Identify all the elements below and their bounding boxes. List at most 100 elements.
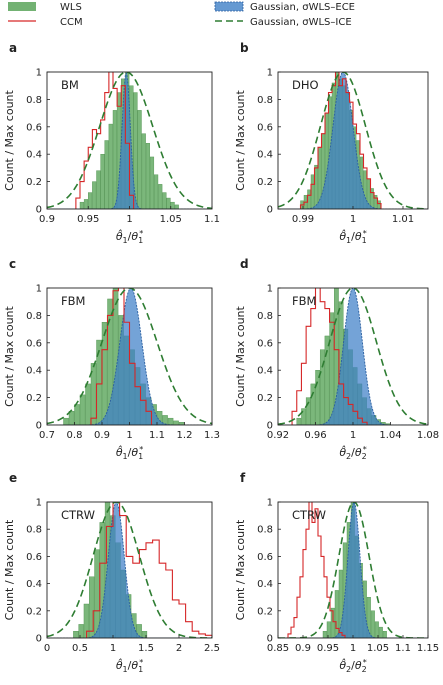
wls-bar (96, 170, 101, 209)
wls-bar (370, 610, 375, 638)
ccm-histogram (86, 502, 212, 638)
wls-bar (154, 174, 159, 209)
gaussian-ece-curve (278, 288, 428, 425)
x-tick-label: 1 (126, 430, 132, 441)
gaussian-ece-curve (47, 72, 212, 209)
panel-letter: d (240, 257, 249, 271)
x-tick-label: 0.95 (77, 214, 99, 225)
x-tick-label: 0.7 (39, 430, 55, 441)
x-tick-label: 0.9 (295, 643, 311, 654)
x-tick-label: 2.5 (204, 643, 220, 654)
ccm-histogram (90, 288, 153, 425)
y-axis-label: Count / Max count (234, 519, 247, 620)
y-axis-label: Count / Max count (3, 519, 16, 620)
ccm-histogram (75, 72, 135, 209)
wls-bar (79, 201, 84, 209)
y-tick-label: 1 (267, 68, 273, 79)
y-tick-label: 0.6 (26, 338, 42, 349)
y-tick-label: 0.8 (26, 95, 42, 106)
y-tick-label: 0.2 (26, 177, 42, 188)
wls-bar (100, 153, 105, 209)
wls-bar (330, 607, 335, 638)
x-tick-label: 2 (176, 643, 182, 654)
panel-f: 0.85 0.9 0.95 1 1.05 1.1 1.15 0 0.2 0.4 0.6 0.8 1 f CT… (234, 471, 439, 674)
panel-letter: c (9, 257, 16, 271)
x-tick-label: 1.05 (160, 214, 182, 225)
wls-bar (322, 631, 327, 638)
x-tick-label: 0.8 (67, 430, 83, 441)
x-tick-label: 0 (44, 643, 50, 654)
wls-bar (338, 569, 343, 638)
wls-bar (137, 110, 142, 209)
x-tick-label: 1.15 (417, 643, 439, 654)
y-axis-label: Count / Max count (234, 305, 247, 406)
y-tick-label: 1 (267, 284, 273, 295)
x-tick-label: 1.08 (417, 430, 439, 441)
x-tick-label: 1.2 (177, 430, 193, 441)
x-tick-label: 1.5 (138, 643, 154, 654)
wls-bar (166, 197, 171, 209)
x-tick-label: 1.1 (204, 214, 220, 225)
ccm-histogram (287, 502, 346, 638)
x-tick-label: 0.5 (72, 643, 88, 654)
legend-label-gauss-ece: Gaussian, σWLS–ECE (250, 2, 355, 13)
y-tick-label: 0.6 (26, 122, 42, 133)
y-tick-label: 0.6 (257, 122, 273, 133)
legend-swatch-wls (8, 2, 36, 11)
wls-bar (305, 397, 311, 425)
wls-bar (162, 415, 168, 425)
legend-swatch-gauss-ece (214, 1, 244, 12)
wls-bar (101, 322, 108, 425)
wls-bar (382, 631, 387, 638)
wls-bar (141, 133, 146, 209)
wls-bar (173, 420, 179, 425)
gaussian-ece-curve (278, 502, 428, 638)
y-axis-label: Count / Max count (3, 305, 16, 406)
wls-bar (145, 143, 150, 209)
legend: WLS CCM Gaussian, σWLS–ECE Gaussian, σWL… (8, 1, 355, 28)
y-tick-label: 0.2 (26, 393, 42, 404)
wls-bar (73, 631, 79, 638)
x-tick-label: 1 (350, 214, 356, 225)
y-tick-label: 0 (267, 421, 273, 432)
y-tick-label: 0.6 (257, 338, 273, 349)
x-tick-label: 0.96 (304, 430, 326, 441)
x-axis-label: θ̂1/θ1* (339, 229, 366, 245)
x-tick-label: 1.04 (379, 430, 401, 441)
x-axis-label: θ̂2/θ2* (339, 658, 366, 674)
gaussian-ece-curve (278, 72, 428, 209)
wls-bar (378, 626, 383, 638)
wls-bar (296, 417, 302, 425)
y-tick-label: 0.4 (257, 150, 273, 161)
y-tick-label: 0.4 (26, 579, 42, 590)
y-tick-label: 0.8 (26, 311, 42, 322)
y-tick-label: 1 (267, 498, 273, 509)
wls-bar (79, 394, 86, 425)
legend-label-ccm: CCM (60, 17, 83, 28)
wls-bar (310, 383, 316, 425)
y-tick-label: 1 (36, 68, 42, 79)
x-axis-label: θ̂1/θ1* (116, 658, 143, 674)
wls-bar (162, 192, 167, 209)
y-tick-label: 0 (36, 421, 42, 432)
x-tick-label: 1 (110, 643, 116, 654)
wls-bar (104, 140, 109, 209)
x-tick-label: 1.01 (392, 214, 414, 225)
y-tick-label: 0.2 (26, 606, 42, 617)
wls-bar (133, 92, 138, 209)
legend-label-gauss-ice: Gaussian, σWLS–ICE (250, 17, 352, 28)
y-tick-label: 0.2 (257, 606, 273, 617)
panel-letter: f (240, 471, 246, 485)
x-tick-label: 0.85 (267, 643, 289, 654)
x-tick-label: 1.3 (204, 430, 220, 441)
panel-c: 0.7 0.8 0.9 1 1.1 1.2 1.3 0 0.2 0.4 0.6 0.8 1 c FBM Cou… (3, 257, 220, 461)
y-tick-label: 1 (36, 284, 42, 295)
panel-letter: a (9, 41, 17, 55)
x-tick-label: 0.99 (292, 214, 314, 225)
y-tick-label: 0.6 (26, 552, 42, 563)
y-tick-label: 0.4 (26, 366, 42, 377)
wls-bar (334, 590, 339, 638)
ccm-histogram (291, 288, 368, 425)
wls-bar (74, 404, 80, 425)
x-axis-label: θ̂2/θ2* (339, 445, 366, 461)
